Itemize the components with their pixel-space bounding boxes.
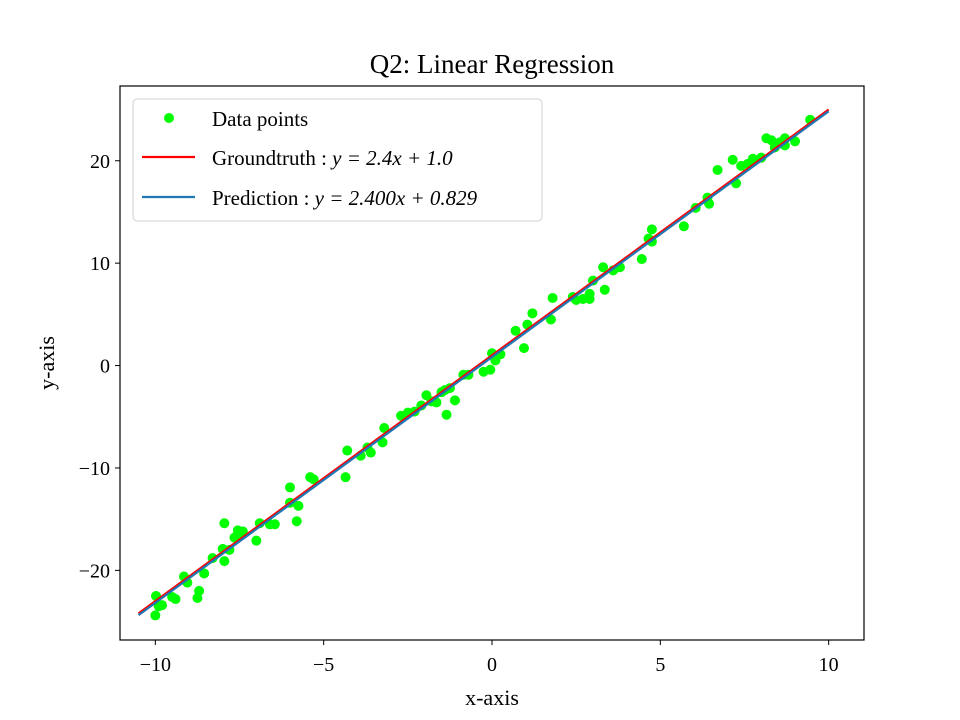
- y-tick-label: −20: [79, 560, 110, 582]
- y-tick-label: 10: [90, 253, 110, 275]
- data-point: [219, 518, 230, 529]
- data-point: [365, 447, 376, 458]
- x-axis-label: x-axis: [465, 685, 519, 710]
- data-point: [291, 516, 302, 527]
- x-ticks: −10 −5 0 5 10: [140, 640, 839, 676]
- data-point: [157, 600, 168, 611]
- legend-label-data-points: Data points: [212, 107, 308, 131]
- x-tick-label: 0: [487, 654, 497, 676]
- legend-prediction-equation: y = 2.400x + 0.829: [313, 186, 478, 210]
- legend-box: [132, 98, 543, 222]
- data-point: [170, 594, 181, 605]
- data-point: [342, 445, 353, 456]
- data-point: [727, 154, 738, 165]
- y-tick-label: 0: [100, 356, 110, 378]
- legend-label-prediction: Prediction : y = 2.400x + 0.829: [212, 186, 478, 210]
- data-point: [518, 343, 529, 354]
- x-tick-label: −10: [140, 654, 171, 676]
- data-point: [527, 308, 538, 319]
- data-point: [379, 423, 390, 434]
- data-point: [199, 568, 210, 579]
- prediction-line: [137, 110, 830, 617]
- legend-groundtruth-prefix: Groundtruth :: [212, 146, 327, 170]
- data-point: [269, 519, 280, 530]
- data-point: [598, 262, 609, 273]
- data-point: [251, 535, 262, 546]
- data-point: [678, 221, 689, 232]
- chart-title: Q2: Linear Regression: [370, 49, 615, 79]
- data-point: [646, 224, 657, 235]
- data-point: [449, 395, 460, 406]
- data-point: [340, 472, 351, 483]
- y-tick-label: −10: [79, 458, 110, 480]
- data-point: [747, 153, 758, 164]
- data-point: [285, 482, 296, 493]
- y-axis-label: y-axis: [34, 336, 59, 390]
- data-point: [237, 526, 248, 537]
- data-point: [219, 556, 230, 567]
- legend-groundtruth-equation: y = 2.4x + 1.0: [330, 146, 453, 170]
- data-point: [441, 409, 452, 420]
- x-tick-label: 5: [655, 654, 665, 676]
- legend-prediction-prefix: Prediction :: [212, 186, 309, 210]
- data-point: [584, 294, 595, 304]
- data-point: [194, 585, 205, 596]
- data-point: [293, 500, 304, 511]
- legend-marker-data-points: [164, 113, 174, 123]
- plot-area: [137, 108, 830, 621]
- data-point: [636, 254, 647, 265]
- groundtruth-line: [137, 108, 830, 615]
- legend-label-groundtruth: Groundtruth : y = 2.4x + 1.0: [212, 146, 453, 170]
- y-ticks: −20 −10 0 10 20: [79, 151, 120, 582]
- data-point: [485, 364, 496, 375]
- data-point: [150, 610, 161, 621]
- data-point: [510, 325, 521, 336]
- x-tick-label: 10: [819, 654, 839, 676]
- data-point: [308, 474, 319, 485]
- y-tick-label: 20: [90, 151, 110, 173]
- data-point: [547, 292, 558, 303]
- legend: Data points Groundtruth : y = 2.4x + 1.0…: [132, 98, 543, 222]
- data-point: [599, 284, 610, 295]
- data-point: [712, 164, 723, 175]
- x-tick-label: −5: [313, 654, 334, 676]
